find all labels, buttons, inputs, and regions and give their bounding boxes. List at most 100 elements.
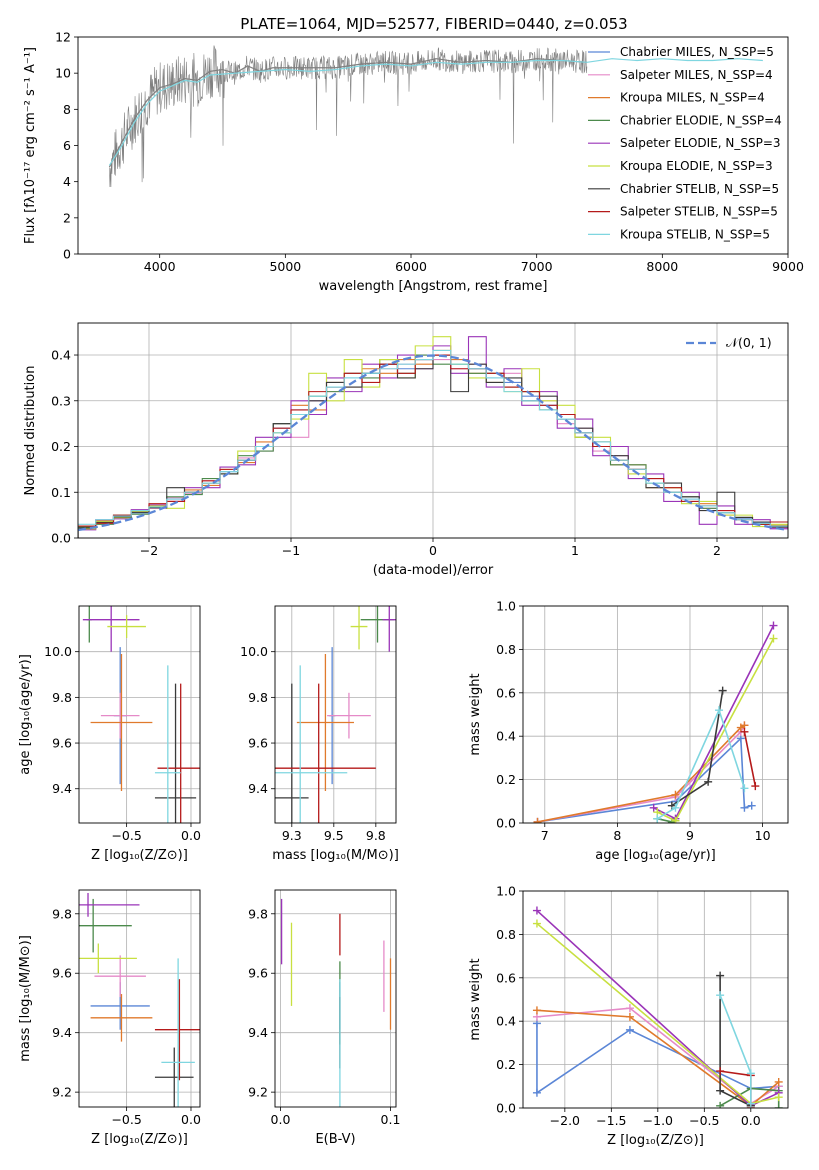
plus-marker [774, 1093, 783, 1102]
y-tick-label: 9.4 [52, 781, 72, 796]
axes-frame [77, 36, 789, 255]
legend-entry: Chabrier ELODIE, N_SSP=4 [620, 113, 782, 127]
plot-area [280, 898, 392, 1107]
axes-frame [78, 889, 201, 1108]
plus-marker [774, 1077, 783, 1086]
legend-entry: Salpeter MILES, N_SSP=4 [620, 68, 773, 82]
y-tick-label: 0.4 [496, 1014, 516, 1029]
mass-weight-series-1 [537, 724, 746, 823]
plus-marker [649, 803, 658, 812]
x-tick-label: −1.0 [643, 1113, 673, 1128]
plus-marker [653, 814, 662, 823]
figure-title: PLATE=1064, MJD=52577, FIBERID=0440, z=0… [240, 15, 627, 33]
y-tick-label: 0.6 [496, 970, 516, 985]
y-tick-label: 9.6 [52, 966, 72, 981]
y-tick-label: 1.0 [496, 599, 516, 614]
plus-marker [769, 621, 778, 630]
x-tick-label: −2.0 [550, 1113, 580, 1128]
age-vs-mass-panel: 9.3 9.5 9.8 9.4 9.6 9.8 10.0 mass [log₁₀(M/M⊙)] [240, 605, 399, 863]
x-tick-label: 9.3 [282, 828, 302, 843]
y-tick-label: 0.8 [496, 642, 516, 657]
legend-entry: Chabrier STELIB, N_SSP=5 [620, 182, 779, 196]
plus-marker [532, 1088, 541, 1097]
axes-frame [522, 890, 789, 1109]
plus-marker [716, 1101, 725, 1108]
plus-marker [625, 1025, 634, 1034]
x-tick-label: 8 [613, 828, 621, 843]
plus-marker [716, 1086, 725, 1095]
plus-marker [671, 803, 680, 812]
legend-entry: Salpeter STELIB, N_SSP=5 [620, 205, 778, 219]
axes-frame [522, 605, 789, 824]
x-tick-label: 4000 [144, 259, 176, 274]
plus-marker [718, 686, 727, 695]
y-tick-label: 4 [63, 174, 71, 189]
gaussian-reference-curve [78, 354, 788, 532]
y-tick-label: 0.6 [496, 685, 516, 700]
plus-marker [769, 634, 778, 643]
plus-marker [716, 971, 725, 980]
y-tick-label: 8 [63, 102, 71, 117]
x-tick-label: 0.0 [181, 1112, 201, 1127]
x-tick-label: 0.0 [741, 1113, 761, 1128]
plus-marker [625, 1004, 634, 1013]
y-axis-label: Normed distribution [23, 366, 38, 496]
y-tick-label: 9.4 [248, 1025, 268, 1040]
spectrum-legend: Chabrier MILES, N_SSP=5 Salpeter MILES, N… [588, 45, 782, 241]
plot-area [79, 892, 200, 1107]
plot-area [533, 621, 778, 823]
x-tick-label: −0.5 [111, 828, 141, 843]
x-axis-label: Z [log₁₀(Z/Z⊙)] [607, 1133, 704, 1148]
x-tick-label: 9.8 [366, 828, 386, 843]
x-tick-label: 10 [755, 828, 771, 843]
x-tick-label: 1 [571, 543, 579, 558]
x-tick-label: 5000 [269, 259, 301, 274]
mass-vs-metallicity-panel: −0.5 0.0 9.2 9.4 9.6 9.8 Z [log₁₀(Z/Z⊙)] mass [… [18, 889, 201, 1147]
mass-weight-series-5 [656, 638, 775, 822]
y-tick-label: 9.4 [52, 1025, 72, 1040]
plus-marker [533, 817, 542, 823]
x-tick-label: 7 [541, 828, 549, 843]
y-tick-label: 10.0 [44, 644, 72, 659]
y-axis-label: Flux [fλ10⁻¹⁷ erg cm⁻² s⁻¹ A⁻¹] [23, 47, 38, 244]
mass-weight-series-2 [536, 1009, 780, 1107]
y-tick-label: 12 [55, 30, 71, 45]
x-axis-label: wavelength [Angstrom, rest frame] [319, 279, 548, 294]
axes-frame [78, 605, 201, 824]
plot-area [78, 336, 788, 538]
x-tick-label: 0.1 [381, 1112, 401, 1127]
axes-frame [77, 322, 789, 539]
age-vs-metallicity-panel: −0.5 0.0 9.4 9.6 9.8 10.0 Z [log₁₀(Z/Z⊙)] age [… [18, 605, 201, 863]
x-axis-label: Z [log₁₀(Z/Z⊙)] [91, 848, 188, 863]
x-tick-label: 8000 [646, 259, 678, 274]
x-axis-label: mass [log₁₀(M/M⊙)] [272, 848, 399, 863]
y-tick-label: 0.4 [496, 729, 516, 744]
y-tick-label: 0.3 [51, 393, 71, 408]
y-tick-label: 9.6 [248, 736, 268, 751]
plus-marker [715, 706, 724, 715]
mass-weight-vs-metallicity-panel: −2.0 −1.5 −1.0 −0.5 0.0 0.0 0.2 0.4 0.6 0.8 1.0 Z [… [468, 884, 789, 1148]
y-tick-label: 0.0 [496, 816, 516, 831]
plus-marker [704, 777, 713, 786]
legend-entry: Kroupa ELODIE, N_SSP=3 [620, 159, 773, 173]
x-tick-label: 7000 [521, 259, 553, 274]
x-tick-label: 2 [713, 543, 721, 558]
y-tick-label: 10.0 [240, 644, 268, 659]
y-axis-label: mass weight [468, 673, 483, 755]
y-axis-label: mass [log₁₀(M/M⊙)] [18, 935, 33, 1062]
mass-weight-series-1 [536, 1007, 780, 1105]
y-tick-label: 9.2 [248, 1085, 268, 1100]
y-tick-label: 0.1 [51, 485, 71, 500]
legend-entry: Kroupa MILES, N_SSP=4 [620, 91, 765, 105]
y-tick-label: 0.8 [496, 927, 516, 942]
plus-marker [716, 1067, 725, 1076]
legend-entry: Salpeter ELODIE, N_SSP=3 [620, 136, 781, 150]
y-tick-label: 6 [63, 138, 71, 153]
plus-marker [740, 727, 749, 736]
plus-marker [625, 1012, 634, 1021]
y-tick-label: 9.8 [52, 690, 72, 705]
plus-marker [751, 782, 760, 791]
y-tick-label: 9.6 [52, 736, 72, 751]
